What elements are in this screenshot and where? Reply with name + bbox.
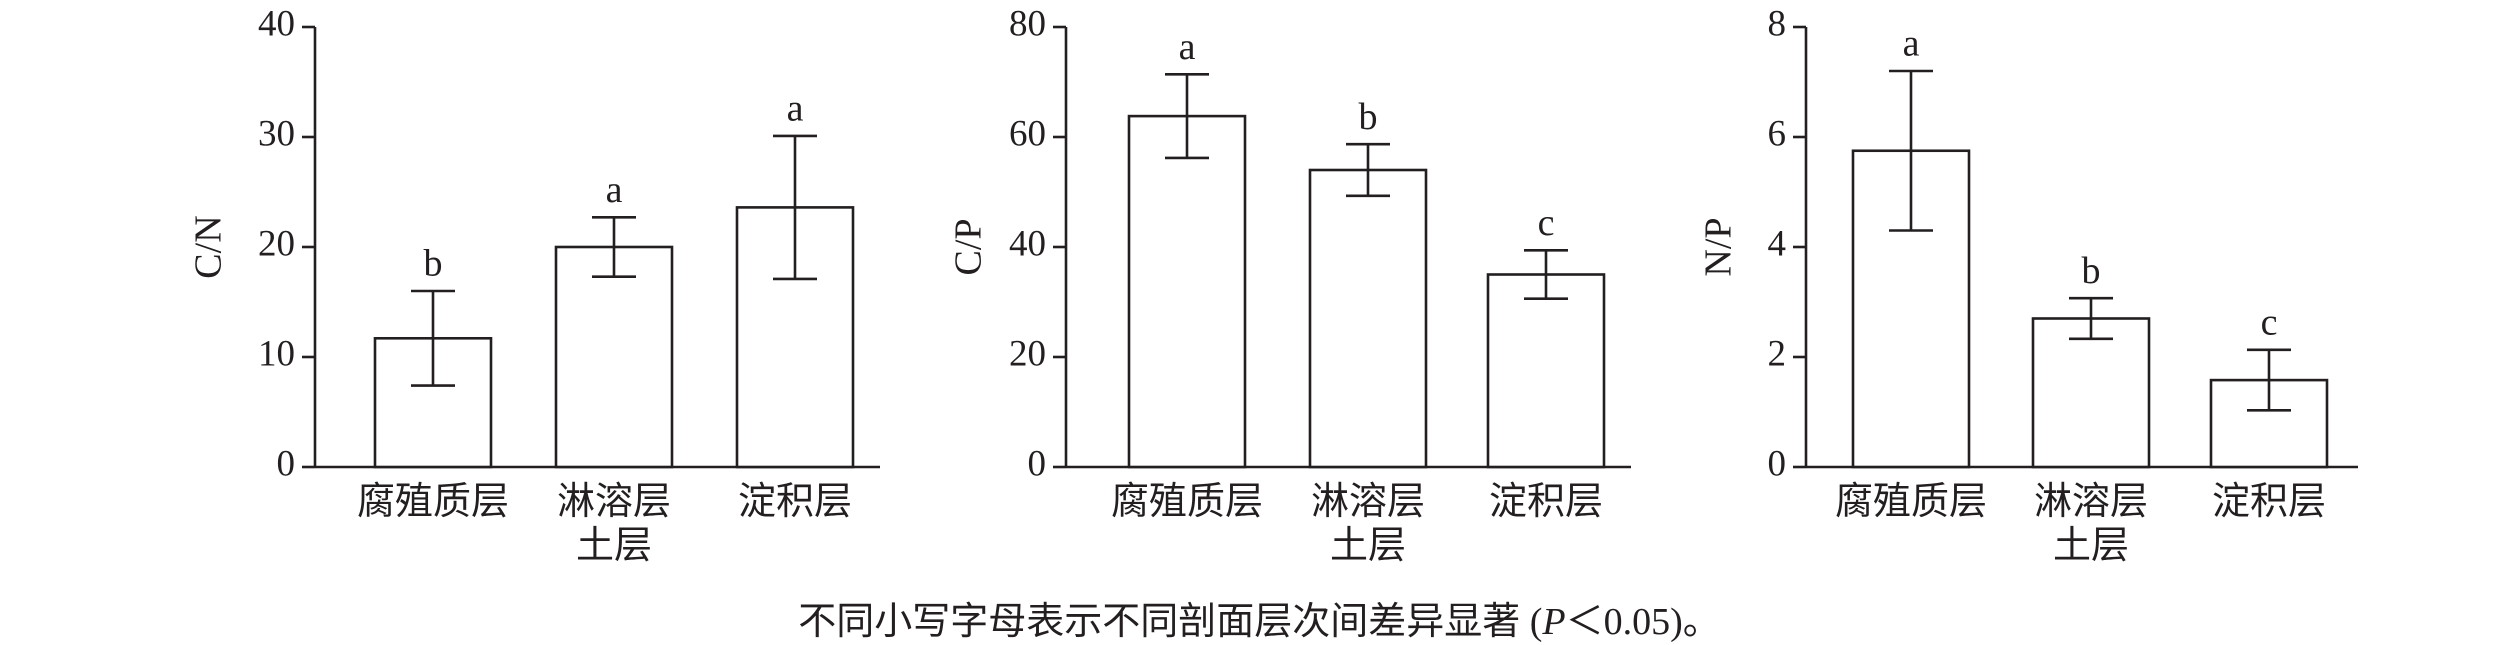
significance-letter: b <box>424 243 443 285</box>
caption: 不同小写字母表示不同剖面层次间差异显著 (P＜0.05)。 <box>0 590 2519 645</box>
caption-text: 不同小写字母表示不同剖面层次间差异显著 ( <box>798 601 1543 643</box>
bar <box>1308 168 1428 469</box>
y-tick-label: 8 <box>1768 3 1787 44</box>
y-tick-label: 20 <box>258 223 295 264</box>
significance-letter: a <box>1903 23 1920 65</box>
significance-letter: a <box>787 88 804 130</box>
error-bar <box>1346 142 1390 198</box>
y-tick-label: 80 <box>1009 3 1046 44</box>
bar <box>2209 378 2329 469</box>
error-bar <box>1165 73 1209 160</box>
error-bar <box>1524 249 1568 300</box>
bar <box>554 245 674 469</box>
y-tick-label: 60 <box>1009 113 1046 154</box>
significance-letter: c <box>1538 202 1555 244</box>
x-tick-label: 淋溶层 土层 <box>556 481 672 567</box>
y-axis-label: C/P <box>948 218 990 275</box>
significance-letter: a <box>1179 26 1196 68</box>
caption-italic: P <box>1542 601 1566 643</box>
significance-letter: b <box>2082 250 2101 292</box>
significance-letter: a <box>606 169 623 211</box>
error-bar <box>2247 348 2291 412</box>
x-tick-label: 腐殖质层 <box>1834 481 1988 523</box>
x-tick-label: 淋溶层 土层 <box>1310 481 1426 567</box>
y-tick-label: 40 <box>258 3 295 44</box>
y-tick-label: 2 <box>1768 333 1787 374</box>
error-bar <box>773 134 817 281</box>
significance-letter: c <box>2261 302 2278 344</box>
x-tick-label: 淀积层 <box>2211 481 2327 523</box>
y-tick-label: 0 <box>277 443 296 484</box>
bar <box>2031 317 2151 469</box>
caption-text: ＜0.05)。 <box>1565 601 1721 643</box>
x-tick-label: 淀积层 <box>737 481 853 523</box>
x-tick-label: 腐殖质层 <box>1110 481 1264 523</box>
error-bar <box>592 216 636 278</box>
bar <box>1486 273 1606 469</box>
x-tick-label: 淋溶层 土层 <box>2033 481 2149 567</box>
y-axis-label: N/P <box>1698 217 1740 276</box>
y-tick-label: 4 <box>1768 223 1787 264</box>
error-bar <box>1889 69 1933 232</box>
y-tick-label: 40 <box>1009 223 1046 264</box>
error-bar <box>411 289 455 387</box>
error-bar <box>2069 296 2113 341</box>
x-tick-label: 淀积层 <box>1488 481 1604 523</box>
y-tick-label: 30 <box>258 113 295 154</box>
y-tick-label: 20 <box>1009 333 1046 374</box>
bar <box>1127 114 1247 469</box>
y-axis-label: C/N <box>188 215 230 278</box>
y-tick-label: 6 <box>1768 113 1787 154</box>
y-tick-label: 0 <box>1768 443 1787 484</box>
y-tick-label: 10 <box>258 333 295 374</box>
y-tick-label: 0 <box>1028 443 1047 484</box>
significance-letter: b <box>1359 96 1378 138</box>
x-tick-label: 腐殖质层 <box>356 481 510 523</box>
